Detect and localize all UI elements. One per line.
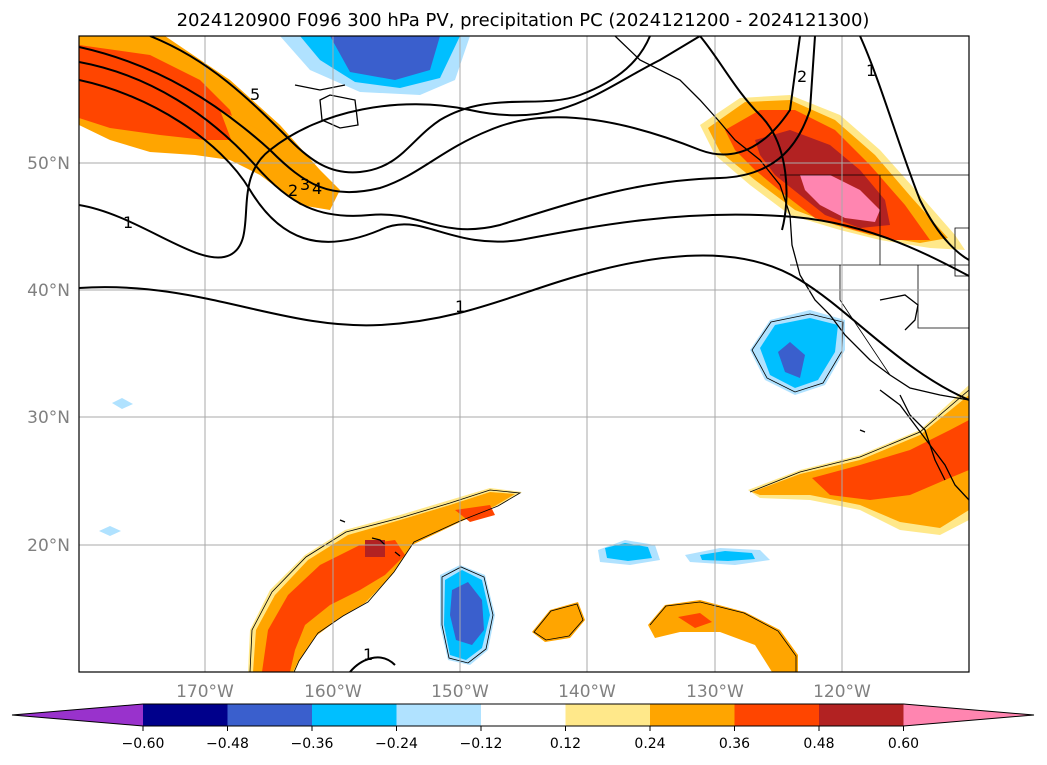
contour-label: 5	[250, 85, 260, 104]
colorbar-extend-high	[903, 704, 1034, 726]
colorbar-tick-label: 0.12	[550, 736, 581, 752]
colorbar-tick-label: 0.60	[888, 736, 919, 752]
contour-label: 2	[288, 181, 298, 200]
lat-tick-label: 20°N	[27, 536, 70, 556]
colorbar-tick-label: 0.24	[634, 736, 665, 752]
colorbar-segment	[734, 704, 820, 726]
contour-label: 1	[455, 297, 465, 316]
gridlines	[79, 36, 969, 672]
lon-tick-label: 150°W	[431, 682, 489, 702]
colorbar-tick-label: −0.12	[460, 736, 503, 752]
precip-shading	[79, 36, 969, 672]
colorbar-segment	[312, 704, 397, 726]
contour-label: 1	[866, 61, 876, 80]
lat-tick-label: 40°N	[27, 281, 70, 301]
map-frame	[78, 35, 970, 673]
colorbar-tick-label: −0.24	[375, 736, 418, 752]
contour-label: 1	[363, 645, 373, 664]
colorbar-tick-label: −0.36	[291, 736, 334, 752]
colorbar-tick-label: −0.60	[122, 736, 165, 752]
lon-tick-label: 130°W	[686, 682, 744, 702]
precip-outlines	[249, 313, 969, 672]
colorbar-segment	[481, 704, 566, 726]
plot-area: 1 1 1 2 1 2 3 4 5	[79, 36, 969, 672]
precip-region-small-1	[532, 602, 585, 642]
colorbar-extend-low	[12, 704, 143, 726]
colorbar-segment	[396, 704, 482, 726]
lon-tick-label: 140°W	[558, 682, 616, 702]
colorbar: −0.60 −0.48 −0.36 −0.24 −0.12 0.12 0.24 0.36 0.4…	[11, 703, 1035, 752]
contour-label-group: 1 1 1 2 1 2 3 4 5	[123, 61, 876, 664]
contour-label: 4	[312, 179, 322, 198]
colorbar-segment	[227, 704, 313, 726]
colorbar-tick-label: −0.48	[206, 736, 249, 752]
contour-label: 3	[300, 175, 310, 194]
colorbar-segment	[819, 704, 904, 726]
lon-tick-label: 170°W	[176, 682, 234, 702]
contour-label: 1	[123, 213, 133, 232]
colorbar-tick-label: 0.48	[803, 736, 834, 752]
pv-contours	[79, 36, 969, 672]
colorbar-tick-label: 0.36	[719, 736, 750, 752]
colorbar-segment	[143, 704, 228, 726]
lon-tick-label: 160°W	[304, 682, 362, 702]
colorbar-segment	[650, 704, 735, 726]
lat-tick-label: 30°N	[27, 408, 70, 428]
lon-tick-labels: 170°W 160°W 150°W 140°W 130°W 120°W	[176, 682, 871, 702]
lon-tick-label: 120°W	[813, 682, 871, 702]
map-title: 2024120900 F096 300 hPa PV, precipitatio…	[177, 10, 870, 31]
lat-tick-labels: 50°N 40°N 30°N 20°N	[27, 154, 70, 556]
lat-tick-label: 50°N	[27, 154, 70, 174]
contour-label: 2	[797, 67, 807, 86]
colorbar-segment	[565, 704, 651, 726]
